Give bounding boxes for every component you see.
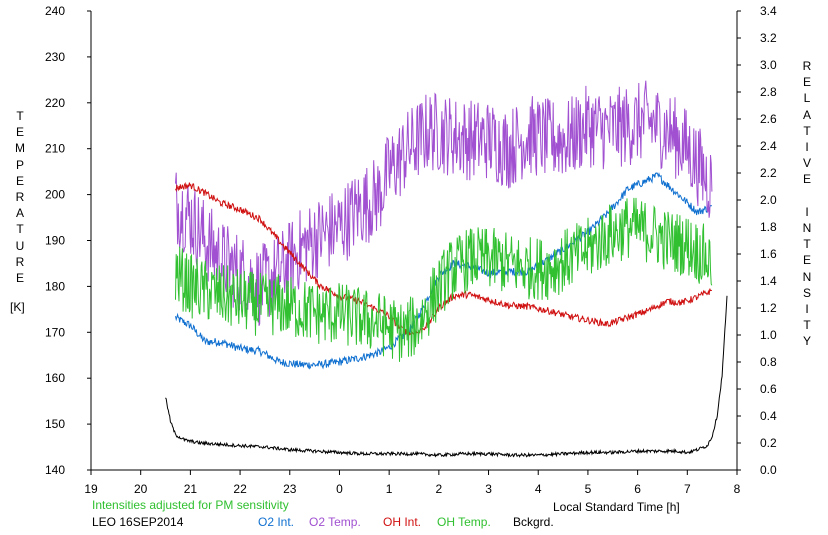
series-o2-temp: [175, 80, 713, 326]
right-tick-label: 0.0: [760, 463, 777, 477]
right-tick-label: 0.4: [760, 409, 777, 423]
legend-bckgrd: Bckgrd.: [513, 515, 554, 529]
legend-o2-int: O2 Int.: [258, 515, 295, 529]
x-tick-label: 3: [485, 482, 492, 496]
left-tick-label: 160: [45, 371, 65, 385]
right-tick-label: 1.4: [760, 274, 777, 288]
right-tick-label: 3.2: [760, 31, 777, 45]
x-tick-label: 21: [184, 482, 198, 496]
right-tick-label: 3.0: [760, 58, 777, 72]
x-tick-label: 20: [134, 482, 148, 496]
x-tick-label: 23: [283, 482, 297, 496]
left-tick-label: 150: [45, 417, 65, 431]
x-tick-label: 0: [336, 482, 343, 496]
series-o2-int: [175, 172, 712, 370]
legend-oh-temp: OH Temp.: [437, 515, 491, 529]
x-tick-label: 4: [535, 482, 542, 496]
left-tick-label: 140: [45, 463, 65, 477]
left-tick-label: 170: [45, 325, 65, 339]
right-tick-label: 2.4: [760, 139, 777, 153]
right-tick-label: 2.8: [760, 85, 777, 99]
right-tick-label: 0.6: [760, 382, 777, 396]
right-tick-label: 1.6: [760, 247, 777, 261]
legend-oh-int: OH Int.: [383, 515, 422, 529]
right-tick-label: 1.0: [760, 328, 777, 342]
left-tick-label: 190: [45, 234, 65, 248]
left-tick-label: 200: [45, 188, 65, 202]
right-tick-label: 1.2: [760, 301, 777, 315]
x-tick-label: 5: [585, 482, 592, 496]
series-oh-int: [175, 181, 712, 337]
legend-o2-temp: O2 Temp.: [309, 515, 361, 529]
left-tick-label: 220: [45, 96, 65, 110]
right-tick-label: 1.8: [760, 220, 777, 234]
series-oh-temp: [175, 197, 713, 362]
x-tick-label: 1: [386, 482, 393, 496]
x-tick-label: 22: [233, 482, 247, 496]
right-tick-label: 0.8: [760, 355, 777, 369]
right-tick-label: 2.0: [760, 193, 777, 207]
x-tick-label: 19: [84, 482, 98, 496]
left-tick-label: 180: [45, 279, 65, 293]
x-axis-label: Local Standard Time [h]: [553, 500, 680, 514]
station-date-label: LEO 16SEP2014: [92, 515, 184, 529]
right-tick-label: 0.2: [760, 436, 777, 450]
x-tick-label: 7: [684, 482, 691, 496]
x-tick-label: 2: [436, 482, 443, 496]
left-tick-label: 240: [45, 4, 65, 18]
series-background: [165, 295, 728, 458]
pm-sensitivity-note: Intensities adjusted for PM sensitivity: [92, 498, 289, 512]
left-tick-label: 210: [45, 142, 65, 156]
right-tick-label: 2.6: [760, 112, 777, 126]
x-tick-label: 6: [634, 482, 641, 496]
right-tick-label: 2.2: [760, 166, 777, 180]
left-tick-label: 230: [45, 50, 65, 64]
x-tick-label: 8: [734, 482, 741, 496]
left-axis-unit: [K]: [10, 300, 25, 314]
right-tick-label: 3.4: [760, 4, 777, 18]
